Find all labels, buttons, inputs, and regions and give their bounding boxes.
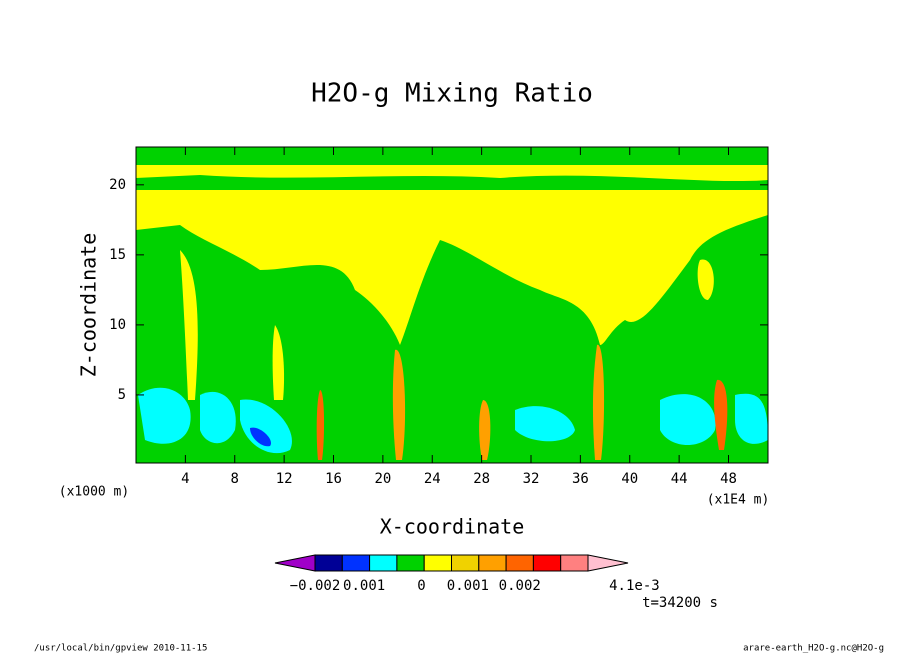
contour-region xyxy=(316,390,325,460)
y-tick-label: 15 xyxy=(109,247,126,263)
colorbar-triangle xyxy=(274,554,316,572)
y-tick-label: 20 xyxy=(109,177,126,193)
contour-region xyxy=(136,190,768,345)
colorbar-label: −0.002 xyxy=(290,578,341,594)
x-axis-label: X-coordinate xyxy=(380,515,525,539)
contour-region xyxy=(714,379,728,450)
colorbar-box xyxy=(341,554,371,572)
colorbar-label: 4.1e-3 xyxy=(609,578,660,594)
contour-region xyxy=(250,427,271,447)
contour-region xyxy=(138,387,191,444)
contour-field xyxy=(136,147,768,463)
colorbar-box xyxy=(532,554,562,572)
colorbar-box xyxy=(478,554,507,572)
colorbar-label: 0.001 xyxy=(343,578,385,594)
time-label: t=34200 s xyxy=(642,595,718,611)
contour-region xyxy=(660,394,716,445)
contour-region xyxy=(479,400,491,460)
x-tick-label: 28 xyxy=(473,471,490,487)
x-unit-label: (x1E4 m) xyxy=(707,493,770,508)
colorbar-label: 0.001 xyxy=(447,578,489,594)
colorbar-box xyxy=(396,554,425,572)
x-tick-label: 20 xyxy=(374,471,391,487)
x-tick-label: 48 xyxy=(720,471,737,487)
x-tick-label: 44 xyxy=(671,471,688,487)
x-tick-label: 40 xyxy=(621,471,638,487)
chart-title: H2O-g Mixing Ratio xyxy=(311,79,593,109)
colorbar-box xyxy=(423,554,453,572)
colorbar-box xyxy=(505,554,534,572)
x-tick-label: 32 xyxy=(523,471,540,487)
plot-frame xyxy=(135,146,769,464)
contour-region xyxy=(515,406,575,442)
x-tick-label: 16 xyxy=(325,471,342,487)
footer-left: /usr/local/bin/gpview 2010-11-15 xyxy=(34,644,207,654)
y-axis-label: Z-coordinate xyxy=(77,233,101,378)
x-tick-label: 36 xyxy=(572,471,589,487)
contour-region xyxy=(592,344,605,460)
y-tick-label: 5 xyxy=(118,387,126,403)
x-tick-label: 24 xyxy=(424,471,441,487)
contour-region xyxy=(697,259,714,300)
x-tick-label: 12 xyxy=(276,471,293,487)
colorbar-box xyxy=(560,554,589,572)
y-unit-label: (x1000 m) xyxy=(59,485,129,500)
colorbar-box xyxy=(451,554,480,572)
colorbar-box xyxy=(314,554,343,572)
colorbar-box xyxy=(369,554,398,572)
x-tick-label: 8 xyxy=(231,471,239,487)
colorbar-label: 0 xyxy=(417,578,425,594)
contour-region xyxy=(240,399,292,454)
contour-region xyxy=(735,393,768,444)
contour-region xyxy=(136,165,768,182)
contour-region xyxy=(200,391,236,444)
footer-right: arare-earth_H2O-g.nc@H2O-g xyxy=(743,644,884,654)
y-tick-label: 10 xyxy=(109,317,126,333)
contour-region xyxy=(272,325,285,400)
x-tick-label: 4 xyxy=(181,471,189,487)
colorbar-triangle xyxy=(587,554,629,572)
contour-region xyxy=(392,349,406,460)
colorbar-label: 0.002 xyxy=(499,578,541,594)
contour-region xyxy=(180,250,198,400)
